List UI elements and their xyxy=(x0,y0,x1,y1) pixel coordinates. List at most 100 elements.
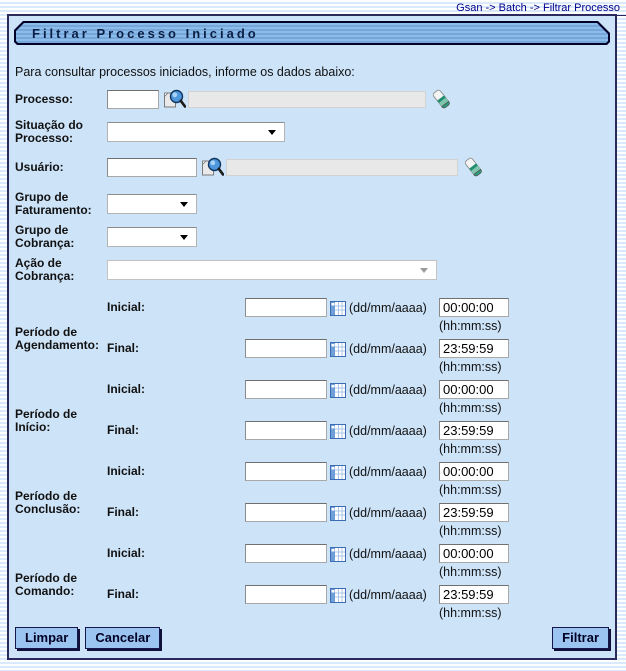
periods-section: Período de Agendamento: Inicial: (dd/mm/… xyxy=(13,298,609,626)
usuario-erase-button[interactable] xyxy=(463,156,483,178)
inicio-inicial-time-input[interactable] xyxy=(439,380,509,399)
agendamento-inicial-date-input[interactable] xyxy=(245,298,327,317)
filter-panel: Filtrar Processo Iniciado Para consultar… xyxy=(7,14,617,660)
processo-label: Processo: xyxy=(15,91,74,106)
chevron-down-icon xyxy=(180,202,188,207)
date-format-hint: (dd/mm/aaaa) xyxy=(349,342,427,356)
time-format-hint: (hh:mm:ss) xyxy=(439,360,502,374)
usuario-input[interactable] xyxy=(107,157,197,177)
page-title-bar-fill: Filtrar Processo Iniciado xyxy=(16,23,608,43)
calendar-icon xyxy=(330,301,346,316)
agendamento-final-date-input[interactable] xyxy=(245,339,327,358)
chevron-down-icon xyxy=(420,268,428,273)
situacao-row: Situação do Processo: xyxy=(15,117,609,147)
acao-cobranca-row: Ação de Cobrança: xyxy=(15,255,609,285)
periodo-agendamento-group: Período de Agendamento: Inicial: (dd/mm/… xyxy=(15,298,609,380)
final-label: Final: xyxy=(107,341,139,355)
page-title: Filtrar Processo Iniciado xyxy=(32,25,259,41)
situacao-select[interactable] xyxy=(107,122,285,142)
final-label: Final: xyxy=(107,423,139,437)
periodo-inicio-inicial-row: Inicial: (dd/mm/aaaa) (hh:mm:ss) xyxy=(107,380,609,421)
inicio-final-date-input[interactable] xyxy=(245,421,327,440)
inicio-final-time-input[interactable] xyxy=(439,421,509,440)
conclusao-inicial-time-input[interactable] xyxy=(439,462,509,481)
situacao-label: Situação do Processo: xyxy=(15,118,84,145)
limpar-button[interactable]: Limpar xyxy=(15,627,79,649)
inicio-inicial-date-input[interactable] xyxy=(245,380,327,399)
comando-final-date-input[interactable] xyxy=(245,585,327,604)
time-format-hint: (hh:mm:ss) xyxy=(439,319,502,333)
periodo-inicio-group: Período de Início: Inicial: (dd/mm/aaaa)… xyxy=(15,380,609,462)
grupo-cobranca-select[interactable] xyxy=(107,227,197,247)
processo-erase-button[interactable] xyxy=(431,88,451,110)
processo-lookup-button[interactable] xyxy=(163,89,186,110)
conclusao-final-time-input[interactable] xyxy=(439,503,509,522)
chevron-down-icon xyxy=(180,235,188,240)
inicial-label: Inicial: xyxy=(107,546,146,560)
date-format-hint: (dd/mm/aaaa) xyxy=(349,506,427,520)
magnifier-document-icon xyxy=(163,89,186,110)
calendar-button[interactable] xyxy=(330,465,346,480)
periodo-conclusao-final-row: Final: (dd/mm/aaaa) (hh:mm:ss) xyxy=(107,503,609,544)
inicial-label: Inicial: xyxy=(107,300,146,314)
calendar-button[interactable] xyxy=(330,547,346,562)
cancelar-button[interactable]: Cancelar xyxy=(85,627,161,649)
conclusao-final-date-input[interactable] xyxy=(245,503,327,522)
time-format-hint: (hh:mm:ss) xyxy=(439,524,502,538)
eraser-icon xyxy=(463,156,483,178)
inicial-label: Inicial: xyxy=(107,382,146,396)
final-label: Final: xyxy=(107,505,139,519)
processo-description-field xyxy=(188,90,426,108)
time-format-hint: (hh:mm:ss) xyxy=(439,606,502,620)
grupo-faturamento-label: Grupo de Faturamento: xyxy=(15,190,92,217)
periodo-comando-inicial-row: Inicial: (dd/mm/aaaa) (hh:mm:ss) xyxy=(107,544,609,585)
periodo-conclusao-group: Período de Conclusão: Inicial: (dd/mm/aa… xyxy=(15,462,609,544)
periodo-conclusao-label: Período de Conclusão: xyxy=(15,489,81,516)
agendamento-final-time-input[interactable] xyxy=(439,339,509,358)
processo-row: Processo: xyxy=(15,88,609,110)
calendar-button[interactable] xyxy=(330,383,346,398)
periodo-conclusao-inicial-row: Inicial: (dd/mm/aaaa) (hh:mm:ss) xyxy=(107,462,609,503)
date-format-hint: (dd/mm/aaaa) xyxy=(349,588,427,602)
calendar-button[interactable] xyxy=(330,506,346,521)
periodo-agendamento-final-row: Final: (dd/mm/aaaa) (hh:mm:ss) xyxy=(107,339,609,380)
filtrar-button[interactable]: Filtrar xyxy=(552,627,609,649)
bottom-right-buttons: Filtrar xyxy=(552,627,609,649)
periodo-inicio-label: Período de Início: xyxy=(15,407,78,434)
acao-cobranca-select xyxy=(107,260,437,280)
periodo-comando-group: Período de Comando: Inicial: (dd/mm/aaaa… xyxy=(15,544,609,626)
calendar-icon xyxy=(330,588,346,603)
calendar-button[interactable] xyxy=(330,424,346,439)
inicial-label: Inicial: xyxy=(107,464,146,478)
acao-cobranca-label: Ação de Cobrança: xyxy=(15,256,75,283)
comando-inicial-date-input[interactable] xyxy=(245,544,327,563)
magnifier-document-icon xyxy=(201,157,224,178)
agendamento-inicial-time-input[interactable] xyxy=(439,298,509,317)
usuario-lookup-button[interactable] xyxy=(201,157,224,178)
processo-input[interactable] xyxy=(107,89,159,109)
date-format-hint: (dd/mm/aaaa) xyxy=(349,424,427,438)
date-format-hint: (dd/mm/aaaa) xyxy=(349,465,427,479)
time-format-hint: (hh:mm:ss) xyxy=(439,442,502,456)
comando-inicial-time-input[interactable] xyxy=(439,544,509,563)
grupo-faturamento-row: Grupo de Faturamento: xyxy=(15,189,609,219)
grupo-faturamento-select[interactable] xyxy=(107,194,197,214)
usuario-row: Usuário: xyxy=(15,156,609,178)
conclusao-inicial-date-input[interactable] xyxy=(245,462,327,481)
bottom-left-buttons: Limpar Cancelar xyxy=(15,627,161,649)
periodo-agendamento-label: Período de Agendamento: xyxy=(15,325,99,352)
page-title-bar: Filtrar Processo Iniciado xyxy=(14,21,610,45)
date-format-hint: (dd/mm/aaaa) xyxy=(349,383,427,397)
calendar-button[interactable] xyxy=(330,588,346,603)
usuario-description-field xyxy=(226,158,458,176)
grupo-cobranca-row: Grupo de Cobrança: xyxy=(15,222,609,252)
periodo-comando-label: Período de Comando: xyxy=(15,571,78,598)
calendar-button[interactable] xyxy=(330,342,346,357)
usuario-label: Usuário: xyxy=(15,159,64,174)
calendar-button[interactable] xyxy=(330,301,346,316)
comando-final-time-input[interactable] xyxy=(439,585,509,604)
calendar-icon xyxy=(330,424,346,439)
periodo-comando-final-row: Final: (dd/mm/aaaa) (hh:mm:ss) xyxy=(107,585,609,626)
calendar-icon xyxy=(330,465,346,480)
